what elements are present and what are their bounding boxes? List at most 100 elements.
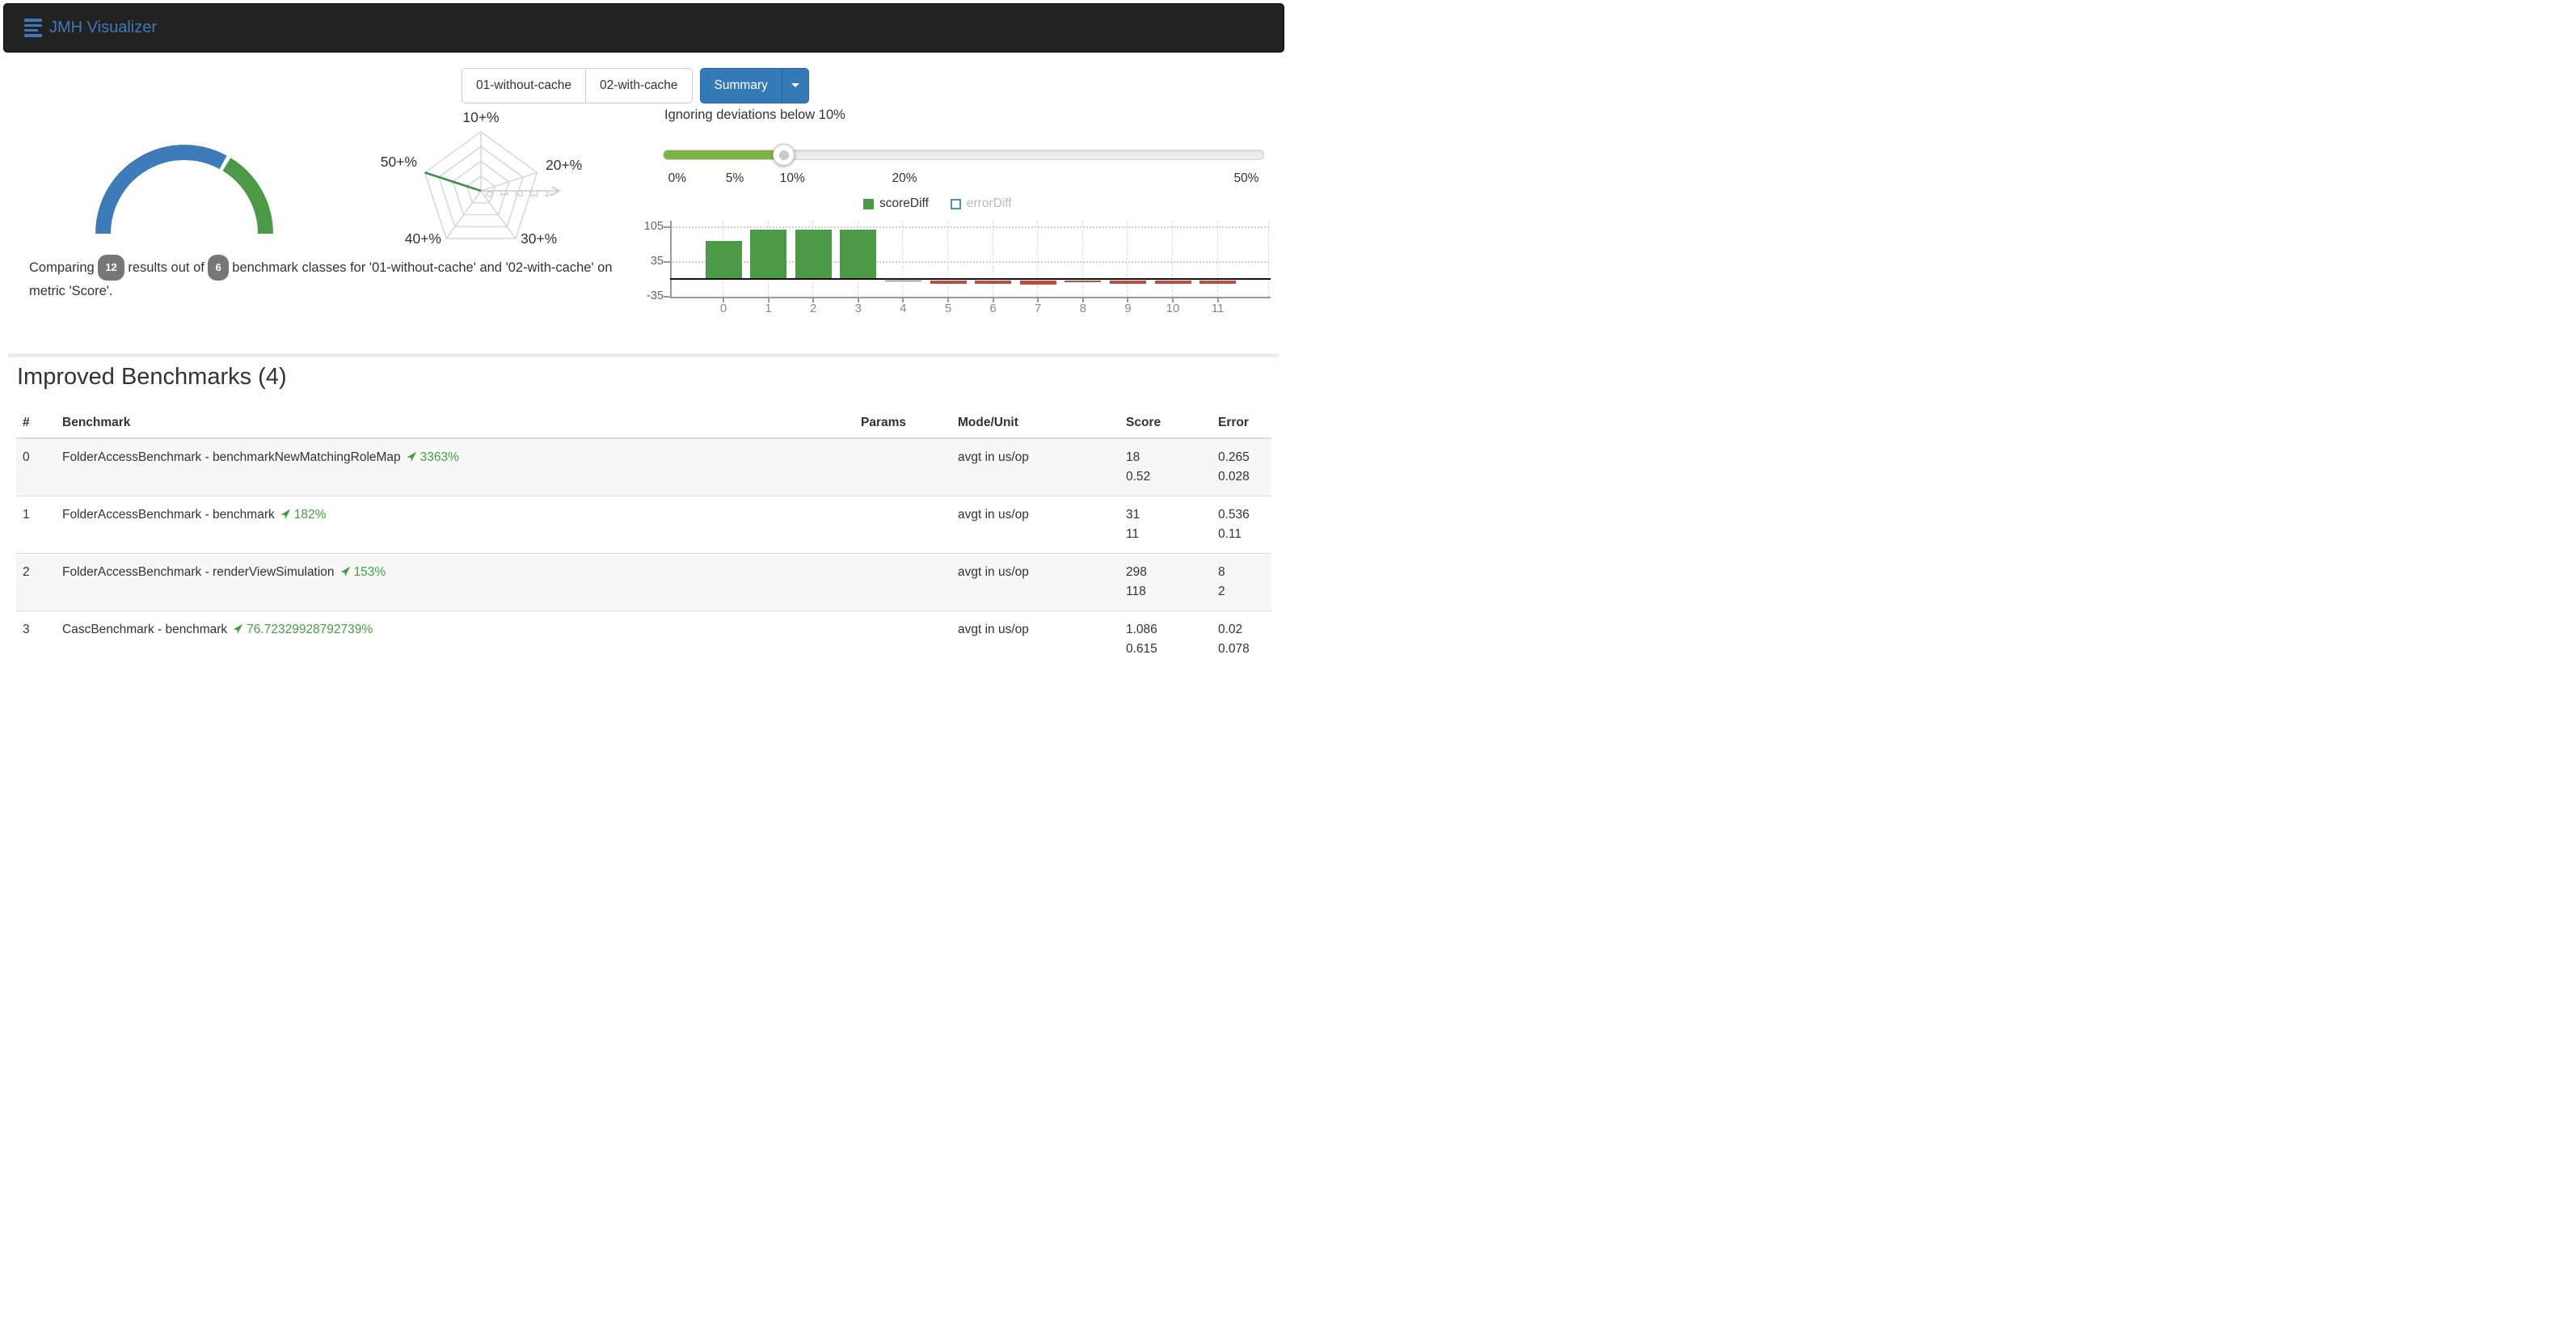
improvement-percent: 3363% [419, 450, 459, 464]
cell-mode-unit: avgt in us/op [913, 437, 1119, 496]
cell-error: 0.536 0.11 [1212, 496, 1271, 554]
legend-scorediff-label: scoreDiff [879, 196, 929, 210]
bar-negative [975, 280, 1012, 285]
table-row[interactable]: 3 CascBenchmark - benchmark 76.72329928792… [16, 610, 1271, 668]
navbar-brand[interactable]: JMH Visualizer [24, 18, 157, 38]
legend-errordiff[interactable]: errorDiff [950, 196, 1012, 211]
cell-index: 1 [16, 496, 56, 554]
score-value: 298 [1126, 565, 1147, 579]
caret-down-icon [791, 83, 799, 88]
slider-handle-dot [778, 150, 789, 160]
tab-run-2[interactable]: 02-with-cache [585, 68, 693, 103]
cell-score: 18 0.52 [1119, 437, 1212, 496]
gridline-y [670, 260, 1269, 263]
table-header-row: # Benchmark Params Mode/Unit Score Error [16, 408, 1271, 439]
gridline-x [1037, 221, 1039, 297]
summary-dropdown-toggle[interactable] [781, 68, 809, 103]
col-score: Score [1119, 408, 1212, 439]
bar-negative [1065, 280, 1102, 282]
error-value: 0.11 [1218, 527, 1242, 541]
table-row[interactable]: 2 FolderAccessBenchmark - renderViewSimul… [16, 553, 1271, 611]
page: JMH Visualizer 01-without-cache 02-with-… [0, 0, 1288, 670]
bar-negative [1199, 280, 1237, 284]
error-value: 2 [1218, 585, 1225, 598]
x-axis-tick [1127, 297, 1129, 302]
cell-params [783, 610, 913, 668]
cell-benchmark: FolderAccessBenchmark - renderViewSimula… [56, 553, 783, 611]
cell-index: 0 [16, 437, 56, 496]
comparison-summary: Comparing 12 results out of 6 benchmark … [29, 255, 613, 302]
improvement-percent: 76.72329928792739% [247, 623, 373, 636]
bar-negative [930, 280, 967, 285]
section-title: Improved Benchmarks (4) [17, 364, 287, 390]
benchmark-name: FolderAccessBenchmark - benchmarkNewMatc… [62, 450, 401, 464]
summary-split-button: Summary [699, 68, 809, 103]
x-axis-label: 8 [1079, 302, 1086, 315]
cell-mode-unit: avgt in us/op [913, 553, 1119, 611]
x-axis-label: 3 [854, 302, 862, 315]
score-value: 31 [1126, 508, 1140, 522]
results-count-badge: 12 [98, 255, 124, 281]
bar-positive [705, 241, 742, 280]
table-row[interactable]: 1 FolderAccessBenchmark - benchmark 182% av… [16, 496, 1271, 554]
col-index: # [16, 408, 56, 439]
x-axis-tick [992, 297, 994, 302]
x-axis-label: 7 [1035, 302, 1042, 315]
cell-score: 298 118 [1119, 553, 1212, 611]
x-axis-label: 2 [810, 302, 817, 315]
y-axis-tick [664, 260, 670, 263]
deviation-slider-track[interactable] [663, 150, 1264, 160]
x-axis-tick [902, 297, 904, 302]
deviation-slider-fill [664, 150, 793, 159]
cell-benchmark: FolderAccessBenchmark - benchmark 182% [56, 496, 783, 554]
gridline-y [670, 226, 1269, 228]
score-value: 11 [1126, 527, 1140, 541]
table-row[interactable]: 0 FolderAccessBenchmark - benchmarkNewMat… [16, 437, 1271, 496]
cell-params [783, 496, 913, 554]
x-axis-tick [947, 297, 949, 302]
radar-axis-label: 30+% [521, 230, 557, 247]
score-value: 118 [1126, 585, 1146, 598]
deviation-slider-handle[interactable] [773, 144, 795, 166]
slider-tick-label: 50% [1233, 171, 1259, 185]
diff-bar-chart: 105 35 -35 0 1 2 3 4 5 6 7 8 9 10 11 [630, 214, 1282, 319]
gridline-x [947, 221, 948, 297]
error-value: 8 [1218, 565, 1225, 579]
improvement-radar-chart: 0 1 2 3 4 10+% 20+% 30+% 40+% 50+% [381, 109, 583, 247]
tab-run-1[interactable]: 01-without-cache [462, 68, 587, 103]
radar-radial-tick: 1 [498, 191, 511, 197]
navbar: JMH Visualizer [3, 3, 1284, 53]
x-axis-tick [1037, 297, 1039, 302]
x-axis-tick [812, 297, 815, 302]
bar-positive [840, 230, 877, 280]
run-selector: 01-without-cache 02-with-cache Summary [462, 68, 809, 103]
error-value: 0.265 [1218, 450, 1250, 464]
run-button-group: 01-without-cache 02-with-cache [462, 68, 693, 103]
x-axis-tick [857, 297, 859, 302]
radar-axis-label: 10+% [462, 109, 499, 125]
radar-radial-tick: 0 [483, 191, 496, 197]
radar-radial-tick: 2 [513, 191, 526, 197]
gridline-x [1127, 221, 1128, 297]
slider-tick-label: 0% [668, 171, 686, 185]
legend-scorediff[interactable]: scoreDiff [863, 196, 929, 211]
cell-params [783, 437, 913, 496]
summary-part2: results out of [128, 260, 204, 275]
y-axis-line [670, 221, 672, 297]
x-axis-tick [1081, 297, 1084, 302]
score-value: 0.52 [1126, 470, 1151, 484]
improvement-percent: 153% [353, 565, 386, 579]
trend-up-icon [280, 509, 290, 519]
x-axis-label: 6 [989, 302, 997, 315]
x-axis-label: 11 [1211, 302, 1225, 315]
x-axis-label: 9 [1124, 302, 1132, 315]
slider-tick-label: 5% [725, 171, 744, 185]
classes-count-badge: 6 [208, 255, 229, 281]
col-error: Error [1212, 408, 1271, 439]
trend-up-icon [407, 451, 416, 462]
legend-errordiff-label: errorDiff [966, 196, 1012, 210]
zero-line [670, 278, 1271, 280]
x-axis-label: 10 [1166, 302, 1180, 315]
summary-button[interactable]: Summary [699, 68, 782, 103]
